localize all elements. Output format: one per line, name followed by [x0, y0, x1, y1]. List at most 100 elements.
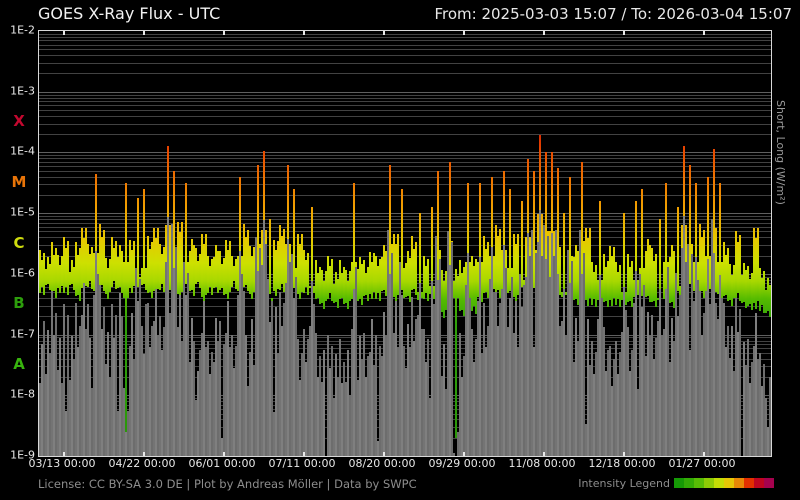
short-flux-bar: [299, 380, 301, 456]
long-flux-bar: [271, 298, 273, 301]
short-flux-bar: [89, 337, 91, 456]
short-flux-bar: [67, 315, 69, 456]
long-flux-bar: [243, 223, 245, 288]
minor-gridline: [39, 244, 771, 246]
long-flux-bar: [407, 250, 409, 296]
long-flux-bar: [99, 223, 101, 288]
short-flux-bar: [65, 410, 67, 456]
long-flux-bar: [625, 292, 627, 306]
long-flux-bar: [47, 256, 49, 284]
short-flux-bar: [309, 325, 311, 456]
short-flux-bar: [253, 364, 255, 456]
long-flux-bar: [57, 255, 59, 288]
short-flux-bar: [233, 368, 235, 456]
short-flux-bar: [81, 315, 83, 456]
short-flux-bar: [219, 321, 221, 456]
minor-gridline: [39, 40, 771, 42]
short-flux-bar: [727, 325, 729, 456]
long-flux-bar: [381, 256, 383, 292]
short-flux-bar: [701, 334, 703, 456]
short-flux-bar: [541, 255, 543, 456]
short-flux-bar: [403, 345, 405, 456]
short-flux-bar: [693, 301, 695, 456]
short-flux-bar: [259, 248, 261, 456]
short-flux-bar: [199, 349, 201, 456]
long-flux-bar: [701, 236, 703, 292]
short-flux-bar: [617, 374, 619, 456]
short-flux-bar: [93, 295, 95, 456]
x-axis-tick: [383, 452, 385, 456]
short-flux-bar: [441, 375, 443, 456]
short-flux-bar: [45, 374, 47, 456]
long-flux-bar: [401, 188, 403, 291]
short-flux-bar: [393, 333, 395, 456]
short-flux-bar: [495, 292, 497, 456]
short-flux-bar: [105, 363, 107, 456]
long-flux-bar: [449, 161, 451, 306]
short-flux-bar: [723, 303, 725, 456]
short-flux-bar: [195, 400, 197, 456]
long-flux-bar: [159, 243, 161, 291]
short-flux-bar: [425, 361, 427, 456]
minor-gridline: [39, 97, 771, 99]
x-axis-tick: [143, 31, 145, 35]
short-flux-bar: [557, 273, 559, 456]
short-flux-bar: [119, 293, 121, 456]
short-flux-bar: [661, 334, 663, 456]
short-flux-bar: [39, 383, 41, 456]
long-flux-bar: [433, 286, 435, 300]
long-flux-bar: [541, 214, 543, 287]
short-flux-bar: [377, 440, 379, 456]
short-flux-bar: [591, 340, 593, 456]
short-flux-bar: [653, 358, 655, 456]
intensity-legend-label: Intensity Legend: [578, 477, 670, 490]
short-flux-bar: [43, 321, 45, 456]
short-flux-bar: [525, 276, 527, 456]
short-flux-bar: [679, 295, 681, 456]
long-flux-bar: [471, 255, 473, 312]
short-flux-bar: [127, 410, 129, 456]
long-flux-bar: [495, 225, 497, 297]
short-flux-bar: [125, 431, 127, 456]
long-flux-bar: [557, 167, 559, 289]
legend-color-swatch: [764, 478, 774, 488]
short-flux-bar: [715, 303, 717, 456]
short-flux-bar: [189, 361, 191, 456]
y-tick-label: 1E-6: [10, 266, 35, 280]
x-axis-tick: [63, 31, 65, 35]
long-flux-bar: [85, 228, 87, 287]
long-flux-bar: [721, 261, 723, 300]
short-flux-bar: [543, 225, 545, 456]
short-flux-bar: [747, 339, 749, 456]
minor-gridline: [39, 158, 771, 160]
x-axis-tick: [303, 452, 305, 456]
long-flux-bar: [65, 247, 67, 288]
long-flux-bar: [245, 236, 247, 286]
long-flux-bar: [743, 262, 745, 302]
short-flux-bar: [765, 398, 767, 456]
short-flux-bar: [417, 315, 419, 456]
long-flux-bar: [319, 266, 321, 304]
short-flux-bar: [477, 301, 479, 456]
short-flux-bar: [769, 377, 771, 456]
long-flux-bar: [257, 164, 259, 282]
x-axis-tick: [463, 31, 465, 35]
long-flux-bar: [659, 219, 661, 306]
minor-gridline: [39, 170, 771, 172]
x-tick-label: 08/20 00:00: [348, 457, 416, 470]
short-flux-bar: [607, 349, 609, 456]
long-flux-bar: [763, 271, 765, 314]
short-flux-bar: [247, 386, 249, 456]
short-flux-bar: [101, 328, 103, 456]
long-flux-bar: [707, 176, 709, 297]
short-flux-bar: [503, 244, 505, 456]
short-flux-bar: [355, 266, 357, 456]
short-flux-bar: [517, 346, 519, 456]
long-flux-bar: [611, 256, 613, 306]
long-flux-bar: [69, 272, 71, 286]
long-flux-bar: [405, 262, 407, 298]
long-flux-bar: [157, 228, 159, 290]
minor-gridline: [39, 340, 771, 342]
long-flux-bar: [345, 270, 347, 303]
